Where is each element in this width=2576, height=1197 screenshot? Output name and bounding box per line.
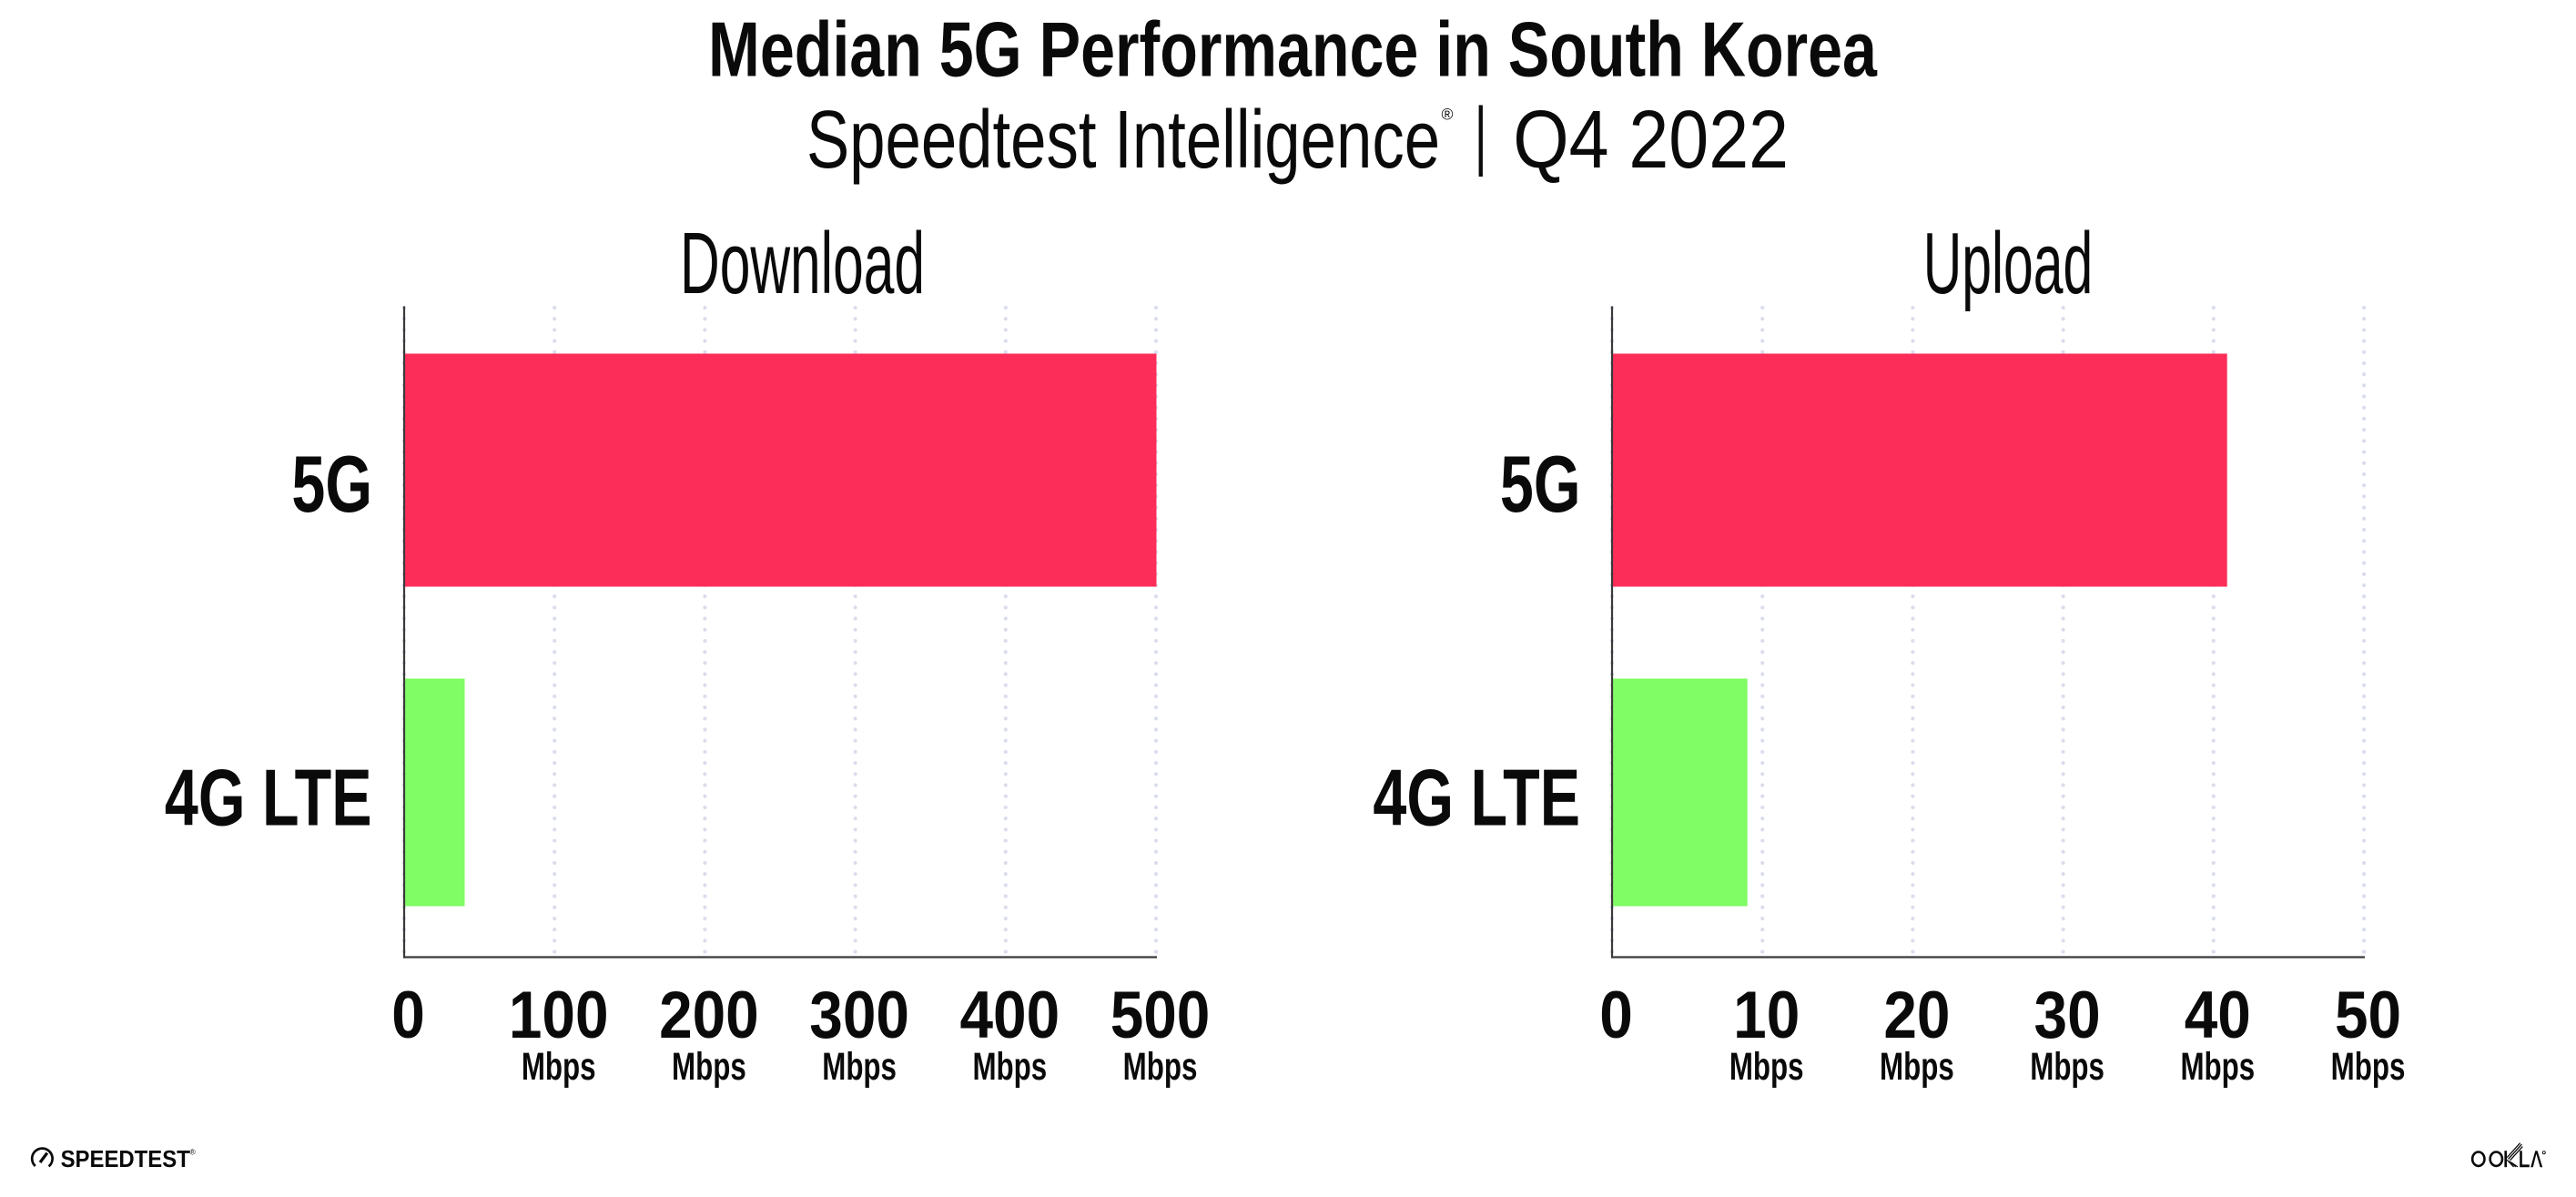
svg-text:50: 50 (2335, 978, 2401, 1052)
svg-text:4G LTE: 4G LTE (165, 752, 372, 842)
svg-text:20: 20 (1883, 978, 1950, 1052)
svg-text:Mbps: Mbps (1880, 1044, 1954, 1088)
svg-text:Q4 2022: Q4 2022 (1513, 93, 1789, 185)
svg-text:30: 30 (2034, 978, 2101, 1052)
svg-text:Upload: Upload (1923, 214, 2093, 311)
svg-text:0: 0 (391, 978, 425, 1052)
svg-text:Mbps: Mbps (2331, 1044, 2406, 1088)
svg-text:Median 5G Performance in South: Median 5G Performance in South Korea (708, 6, 1878, 93)
svg-text:10: 10 (1733, 978, 1800, 1052)
svg-text:Mbps: Mbps (522, 1044, 596, 1088)
svg-text:Mbps: Mbps (972, 1044, 1047, 1088)
svg-text:Mbps: Mbps (1123, 1044, 1198, 1088)
svg-text:5G: 5G (291, 439, 372, 529)
svg-text:SPEEDTEST: SPEEDTEST (61, 1146, 190, 1172)
svg-text:Mbps: Mbps (822, 1044, 897, 1088)
svg-text:200: 200 (659, 978, 759, 1052)
svg-text:Mbps: Mbps (2030, 1044, 2104, 1088)
svg-text:500: 500 (1111, 978, 1211, 1052)
svg-text:100: 100 (509, 978, 609, 1052)
svg-text:Mbps: Mbps (1729, 1044, 1804, 1088)
svg-text:300: 300 (809, 978, 909, 1052)
svg-text:Download: Download (680, 215, 925, 313)
svg-text:40: 40 (2185, 978, 2251, 1052)
svg-text:0: 0 (1599, 978, 1633, 1052)
svg-text:®: ® (1442, 106, 1454, 124)
svg-text:Speedtest Intelligence: Speedtest Intelligence (806, 95, 1440, 186)
svg-text:Mbps: Mbps (2180, 1044, 2255, 1088)
svg-text:400: 400 (959, 978, 1060, 1052)
svg-text:Mbps: Mbps (672, 1044, 746, 1088)
svg-text:5G: 5G (1500, 439, 1581, 529)
svg-text:4G LTE: 4G LTE (1373, 752, 1580, 842)
svg-text:®: ® (189, 1148, 196, 1157)
